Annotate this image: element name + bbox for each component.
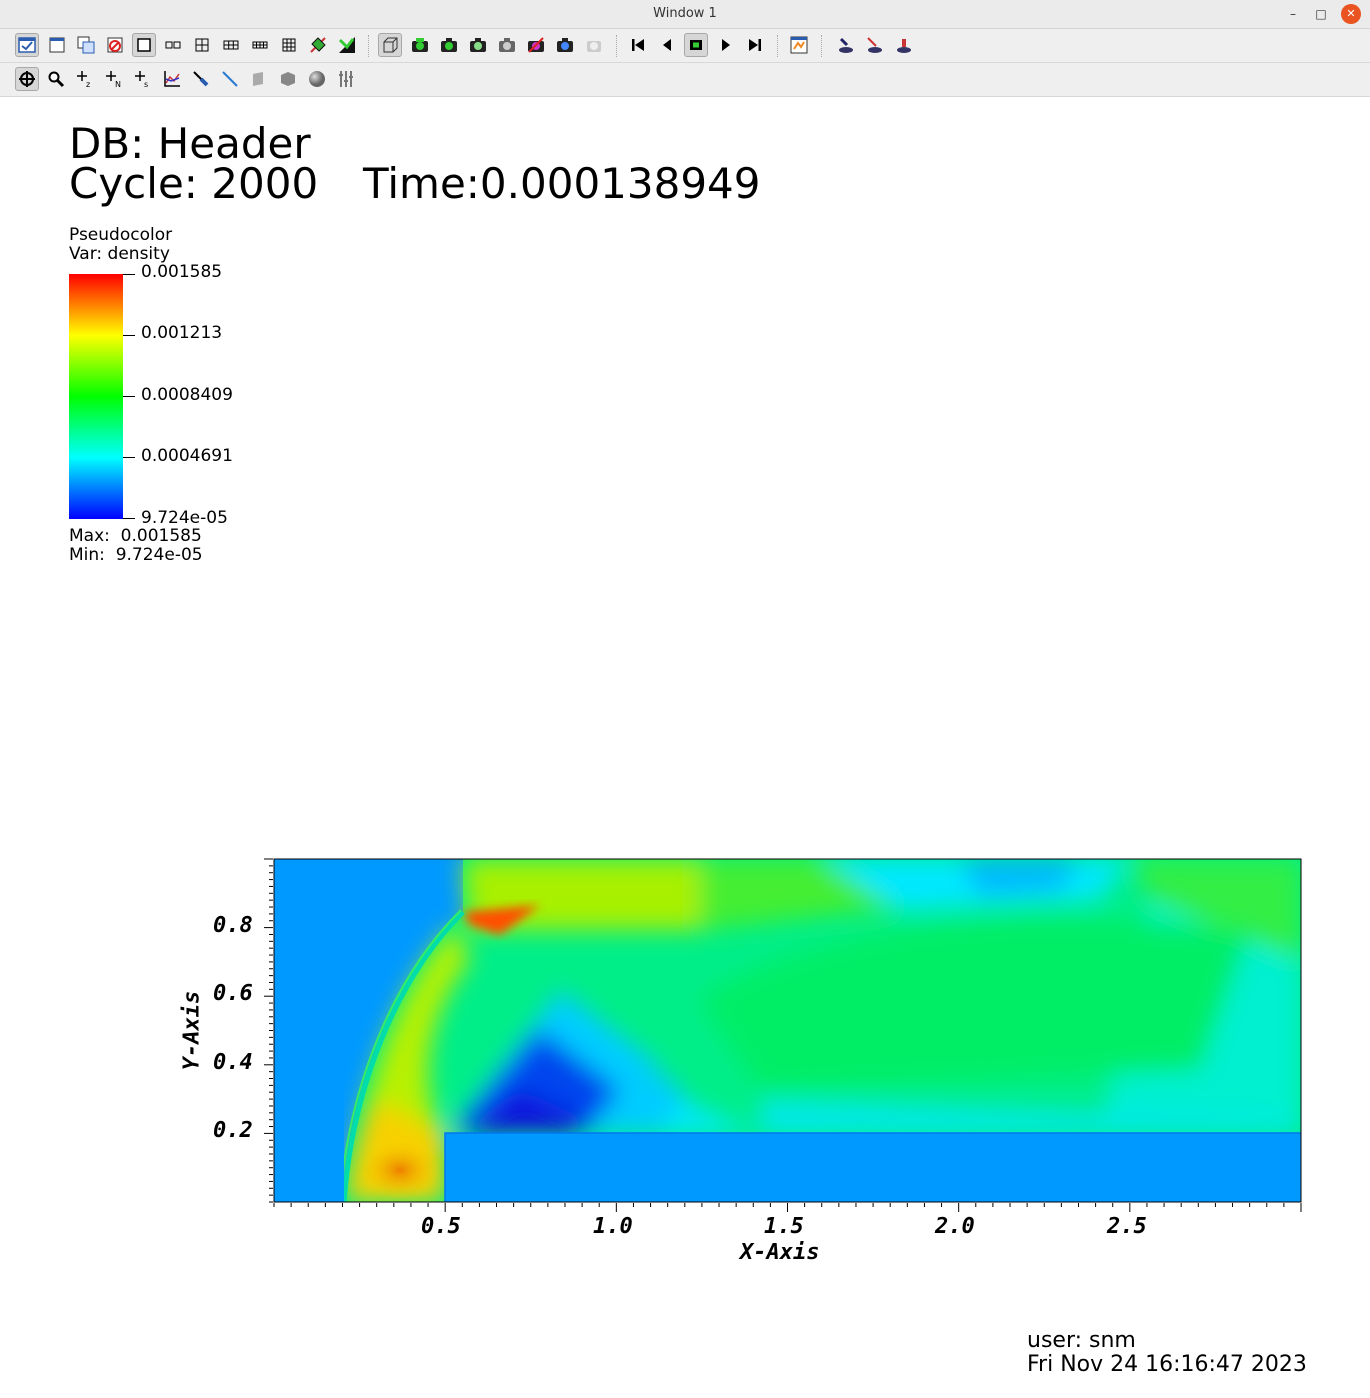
pick-icon[interactable] <box>833 33 857 57</box>
x-tick-label: 2.5 <box>1107 1214 1147 1239</box>
zone-pick-icon[interactable]: z <box>73 67 97 91</box>
legend-tick-label: 9.724e-05 <box>141 508 228 528</box>
legend-tick-label: 0.001213 <box>141 323 223 343</box>
main-toolbar <box>0 29 1370 63</box>
toolbar-separator <box>368 35 370 57</box>
lock-time-icon[interactable] <box>335 33 359 57</box>
layout-2x2-icon[interactable] <box>190 33 214 57</box>
minimize-button[interactable]: – <box>1290 7 1296 21</box>
lock-view-icon[interactable] <box>306 33 330 57</box>
legend-tick-label: 0.001585 <box>141 262 223 282</box>
x-axis-label: X-Axis <box>740 1240 820 1265</box>
legend-tick-label: 0.0004691 <box>141 446 233 466</box>
y-axis-ticks <box>264 858 273 1203</box>
new-window-icon[interactable] <box>45 33 69 57</box>
legend-color-bar <box>69 274 123 519</box>
rewind-icon[interactable] <box>626 33 650 57</box>
legend-tick <box>123 457 135 458</box>
legend-tick <box>123 396 135 397</box>
query-icon[interactable] <box>891 33 915 57</box>
clone-window-icon[interactable] <box>74 33 98 57</box>
line-pick-icon[interactable] <box>189 67 213 91</box>
legend-tick <box>123 335 135 336</box>
x-tick-label: 0.5 <box>421 1214 461 1239</box>
axis-tool-icon[interactable] <box>334 67 358 91</box>
legend-plot-type: Pseudocolor <box>69 225 173 245</box>
spreadsheet-pick-icon[interactable]: s <box>131 67 155 91</box>
active-window-checkbox-icon[interactable] <box>15 33 39 57</box>
hide-plots-icon[interactable] <box>495 33 519 57</box>
mode-toolbar: z N s <box>0 63 1370 97</box>
toolbar-separator <box>616 35 618 57</box>
legend-max: Max: 0.001585 <box>69 526 202 546</box>
y-axis-label: Y-Axis <box>179 990 205 1071</box>
date-label: Fri Nov 24 16:16:47 2023 <box>1027 1352 1307 1377</box>
close-button[interactable]: ✕ <box>1341 4 1361 24</box>
maximize-button[interactable]: □ <box>1315 7 1327 21</box>
curve-pick-icon[interactable] <box>160 67 184 91</box>
save-image-icon[interactable] <box>553 33 577 57</box>
legend-tick <box>123 274 135 275</box>
step-back-icon[interactable] <box>655 33 679 57</box>
legend-variable: Var: density <box>69 244 170 264</box>
rebuild-plots-icon[interactable] <box>466 33 490 57</box>
zoom-mode-icon[interactable] <box>44 67 68 91</box>
layout-1x1-icon[interactable] <box>132 33 156 57</box>
database-label: DB: Header <box>69 119 311 168</box>
node-pick-icon[interactable]: N <box>102 67 126 91</box>
step-forward-icon[interactable] <box>743 33 767 57</box>
cycle-label: Cycle: 2000 <box>69 159 319 208</box>
legend-min: Min: 9.724e-05 <box>69 545 203 565</box>
sphere-tool-icon[interactable] <box>305 67 329 91</box>
layout-2x4-icon[interactable] <box>248 33 272 57</box>
navigate-mode-icon[interactable] <box>15 67 39 91</box>
svg-text:z: z <box>86 80 90 89</box>
density-field <box>274 859 1301 1202</box>
layout-3x3-icon[interactable] <box>277 33 301 57</box>
delete-plots-icon[interactable] <box>524 33 548 57</box>
window-title: Window 1 <box>653 6 717 21</box>
draw-plots-icon[interactable] <box>408 33 432 57</box>
perspective-view-icon[interactable] <box>378 33 402 57</box>
plane-tool-icon[interactable] <box>276 67 300 91</box>
toolbar-separator <box>821 35 823 57</box>
window-titlebar: Window 1 – □ ✕ <box>0 0 1370 29</box>
lineout-tool-icon[interactable] <box>218 67 242 91</box>
stop-icon[interactable] <box>684 33 708 57</box>
y-tick-label: 0.2 <box>213 1118 253 1143</box>
layout-2x3-icon[interactable] <box>219 33 243 57</box>
set-active-source-icon[interactable] <box>787 33 811 57</box>
user-label: user: snm <box>1027 1328 1136 1353</box>
y-tick-label: 0.4 <box>213 1050 253 1075</box>
x-tick-label: 1.0 <box>593 1214 633 1239</box>
delete-window-icon[interactable] <box>103 33 127 57</box>
layout-1x2-icon[interactable] <box>161 33 185 57</box>
y-tick-label: 0.6 <box>213 981 253 1006</box>
play-icon[interactable] <box>714 33 738 57</box>
box-tool-icon[interactable] <box>247 67 271 91</box>
redraw-plots-icon[interactable] <box>437 33 461 57</box>
toolbar-separator <box>777 35 779 57</box>
lineout-icon[interactable] <box>862 33 886 57</box>
y-tick-label: 0.8 <box>213 913 253 938</box>
legend-tick <box>123 518 135 519</box>
x-tick-label: 1.5 <box>764 1214 804 1239</box>
svg-text:N: N <box>115 80 121 89</box>
clear-plots-icon[interactable] <box>582 33 606 57</box>
x-axis-ticks <box>273 1203 1302 1212</box>
legend-tick-label: 0.0008409 <box>141 385 233 405</box>
svg-text:s: s <box>144 80 148 89</box>
x-tick-label: 2.0 <box>935 1214 975 1239</box>
time-label: Time:0.000138949 <box>363 159 761 208</box>
